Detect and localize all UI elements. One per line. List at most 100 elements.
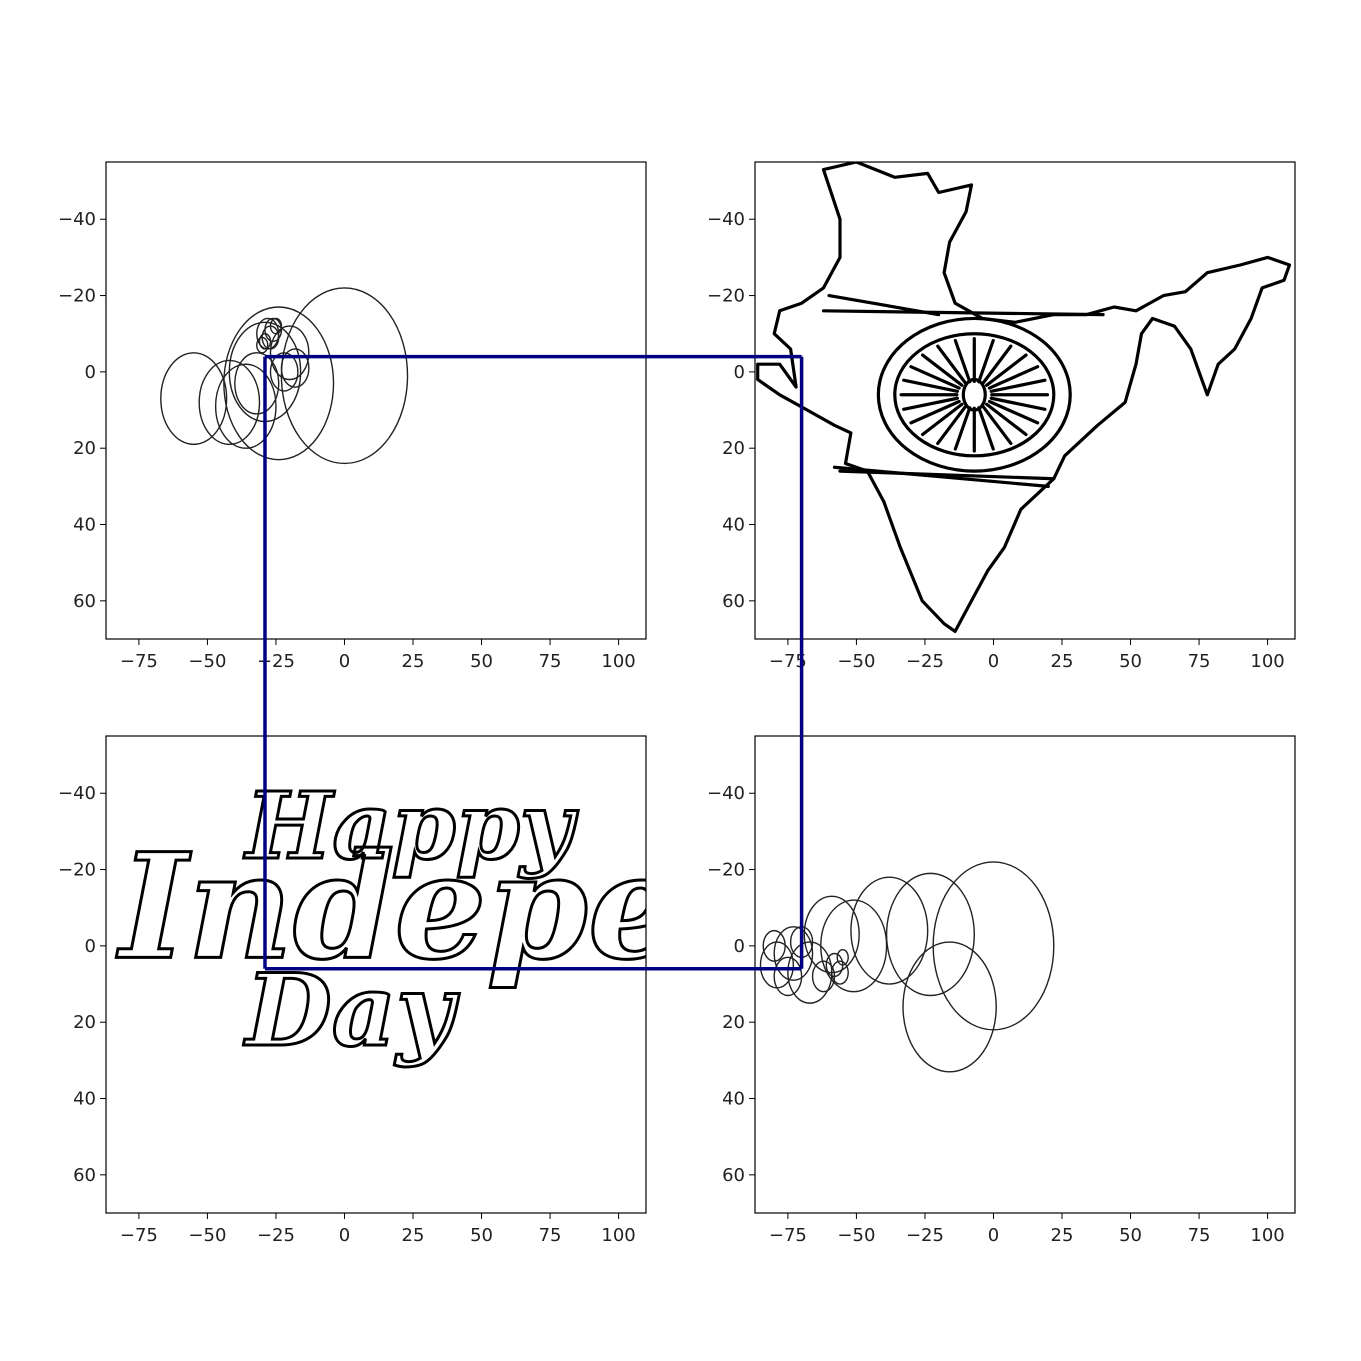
y-tick-label: 60 xyxy=(722,591,745,612)
subplot-bottom-left: −75 −50 −25 0 25 50 75 100 −40 −20 0 20 40 60 HappyInd… xyxy=(58,735,1266,1246)
epicycle-circle xyxy=(258,333,272,350)
chakra-spoke xyxy=(985,353,1028,387)
india-map-with-ashoka-chakra xyxy=(756,162,1292,633)
chakra-spoke xyxy=(920,402,964,437)
y-tick-label: 60 xyxy=(73,1165,96,1186)
lettering-day: Day xyxy=(243,953,460,1069)
y-tick-label: 20 xyxy=(73,1012,96,1033)
x-tick-label: 50 xyxy=(470,1225,493,1246)
chakra-spoke xyxy=(981,344,1013,385)
y-tick-label: −20 xyxy=(58,286,96,307)
x-tick-label: −25 xyxy=(906,651,944,672)
chakra-spoke xyxy=(902,396,959,411)
x-tick-label: 25 xyxy=(1051,651,1074,672)
x-tick-label: 100 xyxy=(1250,1225,1284,1246)
x-tick-label: −75 xyxy=(120,651,158,672)
epicycle-circle xyxy=(836,948,849,966)
x-tick-label: 0 xyxy=(988,651,999,672)
chakra-spoke xyxy=(909,399,961,425)
y-tick-label: 0 xyxy=(734,936,745,957)
x-tick-label: −25 xyxy=(257,1225,295,1246)
y-tick-label: −40 xyxy=(707,209,745,230)
chakra-spoke xyxy=(989,396,1047,411)
y-tick-label: 20 xyxy=(722,438,745,459)
y-tick-label: 20 xyxy=(722,1012,745,1033)
x-tick-label: −50 xyxy=(837,1225,875,1246)
x-tick-label: 50 xyxy=(1119,651,1142,672)
y-tick-label: −20 xyxy=(707,286,745,307)
x-tick-label: −50 xyxy=(837,651,875,672)
y-tick-label: 0 xyxy=(734,362,745,383)
lettering-independence: Independence xyxy=(116,822,1266,992)
y-tick-label: −20 xyxy=(707,860,745,881)
y-tick-label: 0 xyxy=(85,936,96,957)
x-tick-label: −25 xyxy=(257,651,295,672)
y-tick-label: −40 xyxy=(58,783,96,804)
epicycle-circles xyxy=(160,287,409,465)
chakra-inner-ring xyxy=(893,332,1056,458)
epicycle-circle xyxy=(214,363,277,449)
epicycle-circle xyxy=(269,317,283,335)
subplot-grid: −75 −50 −25 0 25 50 75 100 −40 −20 0 20 40 60 −75 −50 −2… xyxy=(58,161,1296,1246)
epicycle-circle xyxy=(850,876,929,985)
x-tick-label: −25 xyxy=(906,1225,944,1246)
chakra-spoke xyxy=(902,378,959,393)
x-tick-label: 0 xyxy=(339,651,350,672)
y-tick-label: 40 xyxy=(722,515,745,536)
chakra-spoke xyxy=(909,365,961,390)
chakra-spoke xyxy=(953,338,972,384)
epicycle-circle xyxy=(773,956,803,997)
x-tick-label: −50 xyxy=(188,651,226,672)
y-tick-label: −40 xyxy=(58,209,96,230)
epicycle-circle xyxy=(773,926,814,981)
lettering-happy: Happy xyxy=(243,772,579,880)
x-tick-label: 75 xyxy=(539,1225,562,1246)
x-tick-label: 100 xyxy=(1250,651,1284,672)
y-tick-label: 40 xyxy=(73,1089,96,1110)
epicycle-circle xyxy=(885,872,975,997)
x-tick-label: −75 xyxy=(769,1225,807,1246)
x-tick-label: 0 xyxy=(339,1225,350,1246)
subplot-top-left: −75 −50 −25 0 25 50 75 100 −40 −20 0 20 40 60 xyxy=(58,161,647,672)
epicycle-circle xyxy=(902,941,997,1073)
x-tick-label: −75 xyxy=(120,1225,158,1246)
y-tick-label: 40 xyxy=(73,515,96,536)
epicycle-circle xyxy=(269,325,310,381)
x-tick-label: 100 xyxy=(601,651,635,672)
chakra-spoke xyxy=(936,404,968,446)
epicycle-circle xyxy=(160,352,228,446)
chakra-spoke xyxy=(989,378,1047,393)
epicycle-circle xyxy=(256,336,269,354)
axes-frame xyxy=(105,161,647,640)
epicycle-circle xyxy=(223,306,335,461)
y-tick-label: 0 xyxy=(85,362,96,383)
chakra-spoke xyxy=(977,406,995,451)
epicycle-circle xyxy=(280,348,310,388)
epicycle-circle xyxy=(280,287,409,465)
epicycle-circle xyxy=(198,359,261,446)
connector-lines xyxy=(263,354,804,971)
axes-frame xyxy=(754,161,1296,640)
epicycle-circle xyxy=(269,352,299,392)
y-tick-label: 60 xyxy=(73,591,96,612)
x-tick-label: 50 xyxy=(1119,1225,1142,1246)
map-inner-stroke xyxy=(821,309,1105,317)
chakra-spoke xyxy=(920,353,964,387)
chakra-spoke xyxy=(936,344,968,385)
x-tick-label: −50 xyxy=(188,1225,226,1246)
x-tick-label: 25 xyxy=(1051,1225,1074,1246)
epicycle-circle xyxy=(831,960,849,985)
y-tick-label: 60 xyxy=(722,1165,745,1186)
epicycle-circle xyxy=(762,929,786,962)
chakra-spoke xyxy=(977,338,995,384)
y-tick-label: 40 xyxy=(722,1089,745,1110)
x-tick-label: 75 xyxy=(1188,651,1211,672)
axes-frame xyxy=(754,735,1296,1214)
y-tick-label: 20 xyxy=(73,438,96,459)
y-tick-label: −40 xyxy=(707,783,745,804)
chakra-spoke xyxy=(985,402,1028,437)
chakra-spoke xyxy=(987,365,1040,390)
x-tick-label: 25 xyxy=(402,1225,425,1246)
subplot-top-right: −75 −50 −25 0 25 50 75 100 −40 −20 0 20 40 60 xyxy=(707,161,1296,672)
